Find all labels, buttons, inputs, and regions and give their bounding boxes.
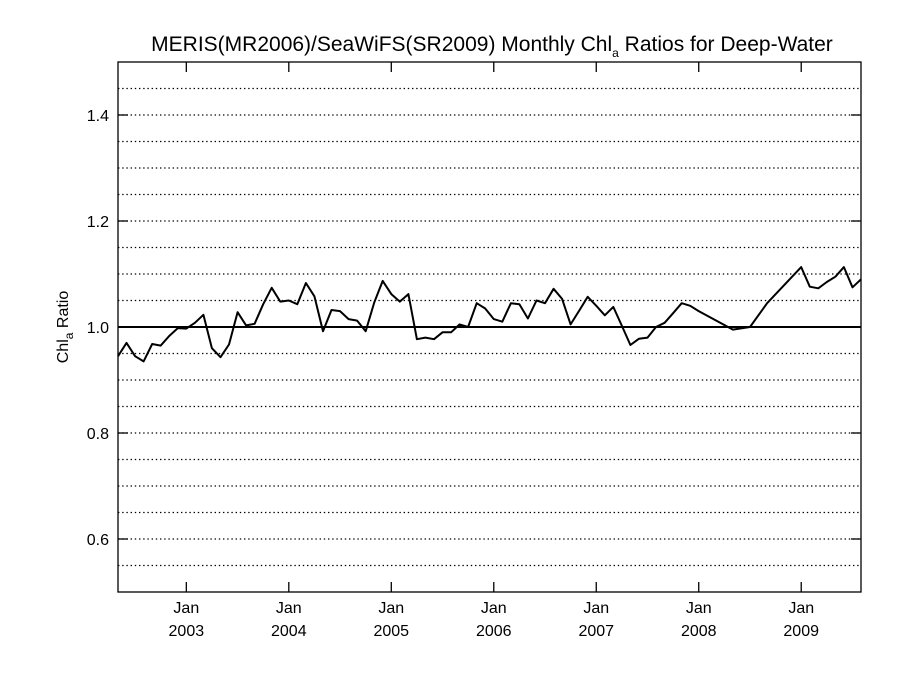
x-tick-label-year: 2006 — [476, 623, 512, 640]
y-tick-label: 1.0 — [87, 320, 109, 337]
chart-title-prefix: MERIS(MR2006)/SeaWiFS(SR2009) Monthly Ch… — [151, 33, 612, 56]
chart-title-subscript: a — [612, 46, 619, 60]
x-tick-label-month: Jan — [686, 600, 712, 617]
series-line — [117, 266, 862, 363]
y-tick-label: 1.4 — [87, 108, 109, 125]
x-tick-label-year: 2005 — [373, 623, 409, 640]
x-tick-label-year: 2009 — [783, 623, 819, 640]
x-tick-label-month: Jan — [583, 600, 609, 617]
x-tick-label-year: 2008 — [681, 623, 717, 640]
y-axis-label: Chla Ratio — [55, 291, 76, 364]
x-tick-label-year: 2004 — [271, 623, 307, 640]
y-tick-label: 1.2 — [87, 214, 109, 231]
x-tick-label-month: Jan — [276, 600, 302, 617]
y-axis-label-subscript: a — [62, 332, 76, 339]
y-tick-label: 0.8 — [87, 426, 109, 443]
y-tick-label: 0.6 — [87, 532, 109, 549]
x-tick-label-year: 2003 — [169, 623, 205, 640]
y-axis-label-suffix: Ratio — [55, 291, 72, 333]
x-tick-label-month: Jan — [788, 600, 814, 617]
chart-title-suffix: Ratios for Deep-Water — [619, 33, 833, 56]
x-axis: Jan 2003 Jan 2004 Jan 2005 Jan 2006 Jan 2007 Jan 20… — [169, 62, 819, 640]
chart-title: MERIS(MR2006)/SeaWiFS(SR2009) Monthly Ch… — [151, 33, 833, 60]
x-tick-label-month: Jan — [378, 600, 404, 617]
y-axis: 0.6 0.8 1.0 1.2 1.4 — [87, 108, 861, 549]
y-axis-label-prefix: Chl — [55, 339, 72, 363]
x-tick-label-month: Jan — [481, 600, 507, 617]
x-tick-label-month: Jan — [173, 600, 199, 617]
x-tick-label-year: 2007 — [578, 623, 614, 640]
